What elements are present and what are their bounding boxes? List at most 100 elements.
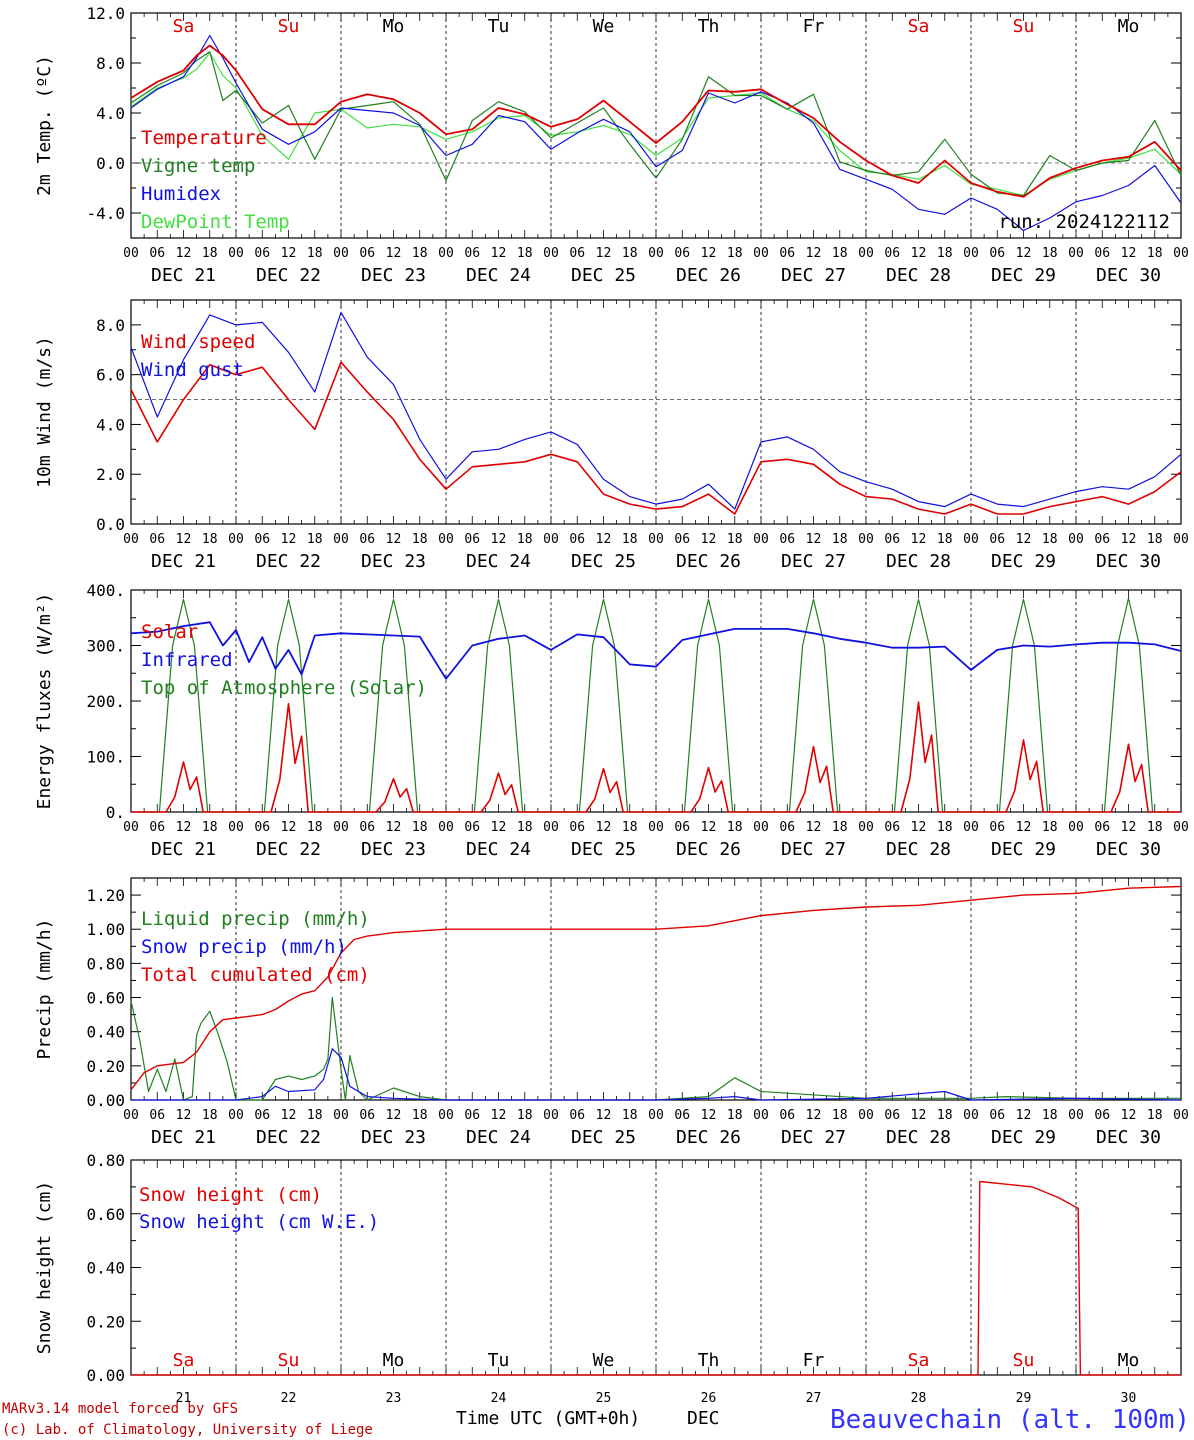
hour-label: 12 [911,532,927,547]
hour-label: 00 [123,820,139,835]
y-tick-label: 12.0 [86,4,125,23]
hour-label: 06 [989,532,1005,547]
hour-label: 18 [1042,246,1058,261]
y-tick-label: 8.0 [96,54,125,73]
weekday-label: Sa [173,1350,195,1371]
weekday-label: Fr [803,1350,825,1371]
date-label: DEC 22 [256,551,321,572]
hour-label: 12 [386,532,402,547]
hour-label: 00 [963,246,979,261]
hour-label: 12 [806,246,822,261]
y-tick-label: 0.0 [96,154,125,173]
hour-label: 00 [543,1108,559,1123]
date-label: DEC 29 [991,551,1056,572]
hour-label: 18 [727,820,743,835]
y-axis-label: Snow height (cm) [34,1181,55,1354]
hour-label: 00 [438,246,454,261]
hour-label: 12 [386,246,402,261]
hour-label: 12 [596,820,612,835]
hour-label: 00 [1173,532,1189,547]
date-label: DEC 30 [1096,1127,1161,1148]
hour-label: 00 [1173,1108,1189,1123]
date-label: DEC 23 [361,839,426,860]
hour-label: 18 [412,1108,428,1123]
hour-label: 06 [884,1108,900,1123]
y-axis-label: Energy fluxes (W/m²) [34,593,55,810]
hour-label: 00 [858,1108,874,1123]
hour-label: 12 [1016,1108,1032,1123]
series-line-solar [131,701,1181,813]
hour-label: 12 [701,532,717,547]
hour-label: 06 [359,532,375,547]
date-label: DEC 27 [781,839,846,860]
y-tick-label: 100. [86,748,125,767]
hour-label: 18 [517,820,533,835]
hour-label: 18 [307,1108,323,1123]
hour-label: 00 [1068,532,1084,547]
date-label: DEC 26 [676,265,741,286]
hour-label: 12 [701,820,717,835]
series-line-total-cumulated [130,885,1182,1091]
hour-label: 00 [753,532,769,547]
hour-label: 06 [779,532,795,547]
hour-label: 06 [884,820,900,835]
hour-label: 12 [281,246,297,261]
hour-label: 00 [1173,246,1189,261]
hour-label: 00 [1068,246,1084,261]
y-tick-label: 300. [86,637,125,656]
hour-label: 06 [1094,246,1110,261]
hour-label: 18 [937,1108,953,1123]
hour-label: 18 [307,246,323,261]
y-tick-label: 0.00 [86,1366,125,1385]
hour-label: 12 [596,532,612,547]
hour-label: 12 [806,532,822,547]
hour-label: 06 [254,532,270,547]
hour-label: 18 [622,820,638,835]
hour-label: 12 [491,246,507,261]
hour-label: 06 [1094,532,1110,547]
hour-label: 00 [123,532,139,547]
weekday-label: Th [698,1350,720,1371]
hour-label: 06 [674,532,690,547]
date-label: DEC 24 [466,839,531,860]
run-annotation: run: 2024122112 [998,211,1170,233]
legend-entry: Total cumulated (cm) [141,964,370,986]
y-tick-label: 400. [86,581,125,600]
y-tick-label: 0. [106,803,125,822]
plot-frame [130,299,1182,525]
date-label: DEC 23 [361,551,426,572]
hour-label: 12 [1016,246,1032,261]
hour-label: 06 [674,820,690,835]
hour-label: 12 [176,246,192,261]
date-label: DEC 24 [466,265,531,286]
y-tick-label: 0.20 [86,1057,125,1076]
y-tick-label: 8.0 [96,316,125,335]
hour-label: 00 [123,246,139,261]
hour-label: 18 [622,246,638,261]
y-tick-label: 0.0 [96,515,125,534]
series-line-temperature [130,44,1182,198]
date-label: DEC 21 [151,1127,216,1148]
date-label: DEC 29 [991,839,1056,860]
series-line-wind-speed [130,361,1182,515]
date-label: DEC 29 [991,1127,1056,1148]
hour-label: 00 [543,532,559,547]
panel-wind: 0.0 2.0 4.0 6.0 8.0 10m Wind (m/s) 00 06 12 18 DEC… [34,299,1189,572]
y-axis-label: 10m Wind (m/s) [34,336,55,488]
model-credit: MARv3.14 model forced by GFS [2,1401,238,1417]
legend-entry: Infrared [141,649,233,671]
hour-label: 00 [753,1108,769,1123]
hour-label: 06 [464,246,480,261]
hour-label: 18 [202,532,218,547]
hour-label: 00 [1173,820,1189,835]
date-label: DEC 22 [256,839,321,860]
hour-label: 06 [1094,1108,1110,1123]
date-label: DEC 28 [886,1127,951,1148]
hour-label: 06 [569,820,585,835]
hour-label: 00 [858,532,874,547]
series-line-snow-height [131,1180,1181,1376]
date-label: DEC 30 [1096,839,1161,860]
legend-entry: Solar [141,621,198,643]
date-label: DEC 23 [361,1127,426,1148]
y-tick-label: 2.0 [96,465,125,484]
